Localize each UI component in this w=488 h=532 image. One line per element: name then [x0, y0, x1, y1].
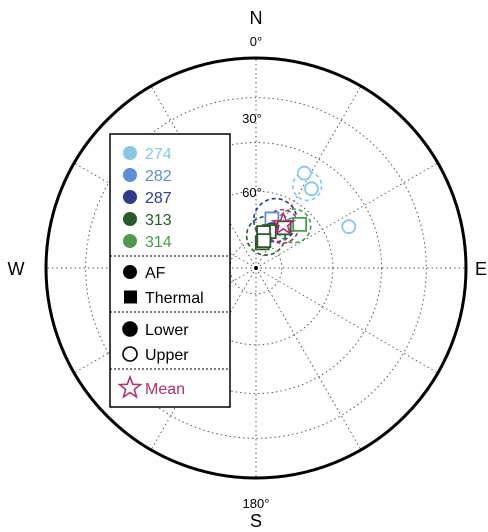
- west-label: W: [8, 259, 25, 279]
- legend-method-marker: [123, 265, 137, 279]
- primitive-circle: [44, 56, 468, 480]
- centre-dot: [254, 266, 258, 270]
- data-points: [254, 165, 357, 251]
- confidence-circle: [292, 170, 323, 202]
- confidence-circle: [245, 215, 286, 256]
- south-label: S: [250, 511, 262, 531]
- legend: 274 282 287 313 314 AF Thermal Lower Upper Mea…: [109, 133, 231, 408]
- grid-ring: [85, 97, 427, 439]
- data-point-circle: [341, 219, 357, 235]
- angle-label-bottom: 180°: [243, 496, 270, 511]
- north-label: N: [250, 8, 263, 28]
- angle-label-top: 0°: [250, 34, 262, 49]
- east-label: E: [475, 259, 487, 279]
- data-point-circle: [296, 165, 312, 181]
- legend-site-marker: [123, 234, 137, 248]
- grid-spoke: [255, 267, 439, 374]
- data-point-circle: [304, 181, 319, 197]
- legend-site-label: 274: [145, 146, 172, 163]
- legend-hemisphere-marker: [122, 346, 138, 362]
- legend-mean-label: Mean: [145, 381, 185, 398]
- legend-site-label: 313: [145, 212, 172, 229]
- legend-hemisphere-marker: [122, 321, 138, 337]
- legend-method-marker: [124, 290, 137, 304]
- mean-markers: [270, 210, 296, 236]
- legend-method-label: Thermal: [145, 290, 204, 307]
- mean-star: [270, 210, 296, 236]
- grid-ring: [229, 241, 283, 295]
- ring-label-30: 30°: [242, 111, 262, 126]
- legend-site-label: 314: [145, 234, 172, 251]
- legend-site-marker: [123, 146, 137, 160]
- grid-ring: [129, 141, 383, 395]
- legend-method-label: AF: [145, 265, 166, 282]
- data-point-square: [256, 233, 272, 249]
- legend-site-marker: [123, 190, 137, 204]
- legend-site-label: 282: [145, 168, 172, 185]
- ring-label-60: 60°: [242, 185, 262, 200]
- legend-mean-marker: [117, 374, 143, 399]
- legend-hemisphere-label: Lower: [145, 322, 189, 339]
- legend-site-marker: [123, 168, 137, 182]
- grid-spoke: [255, 162, 439, 269]
- legend-site-marker: [123, 212, 137, 226]
- legend-site-label: 287: [145, 190, 172, 207]
- legend-hemisphere-label: Upper: [145, 347, 189, 364]
- grid-spoke: [255, 267, 362, 451]
- data-point-square: [292, 216, 308, 232]
